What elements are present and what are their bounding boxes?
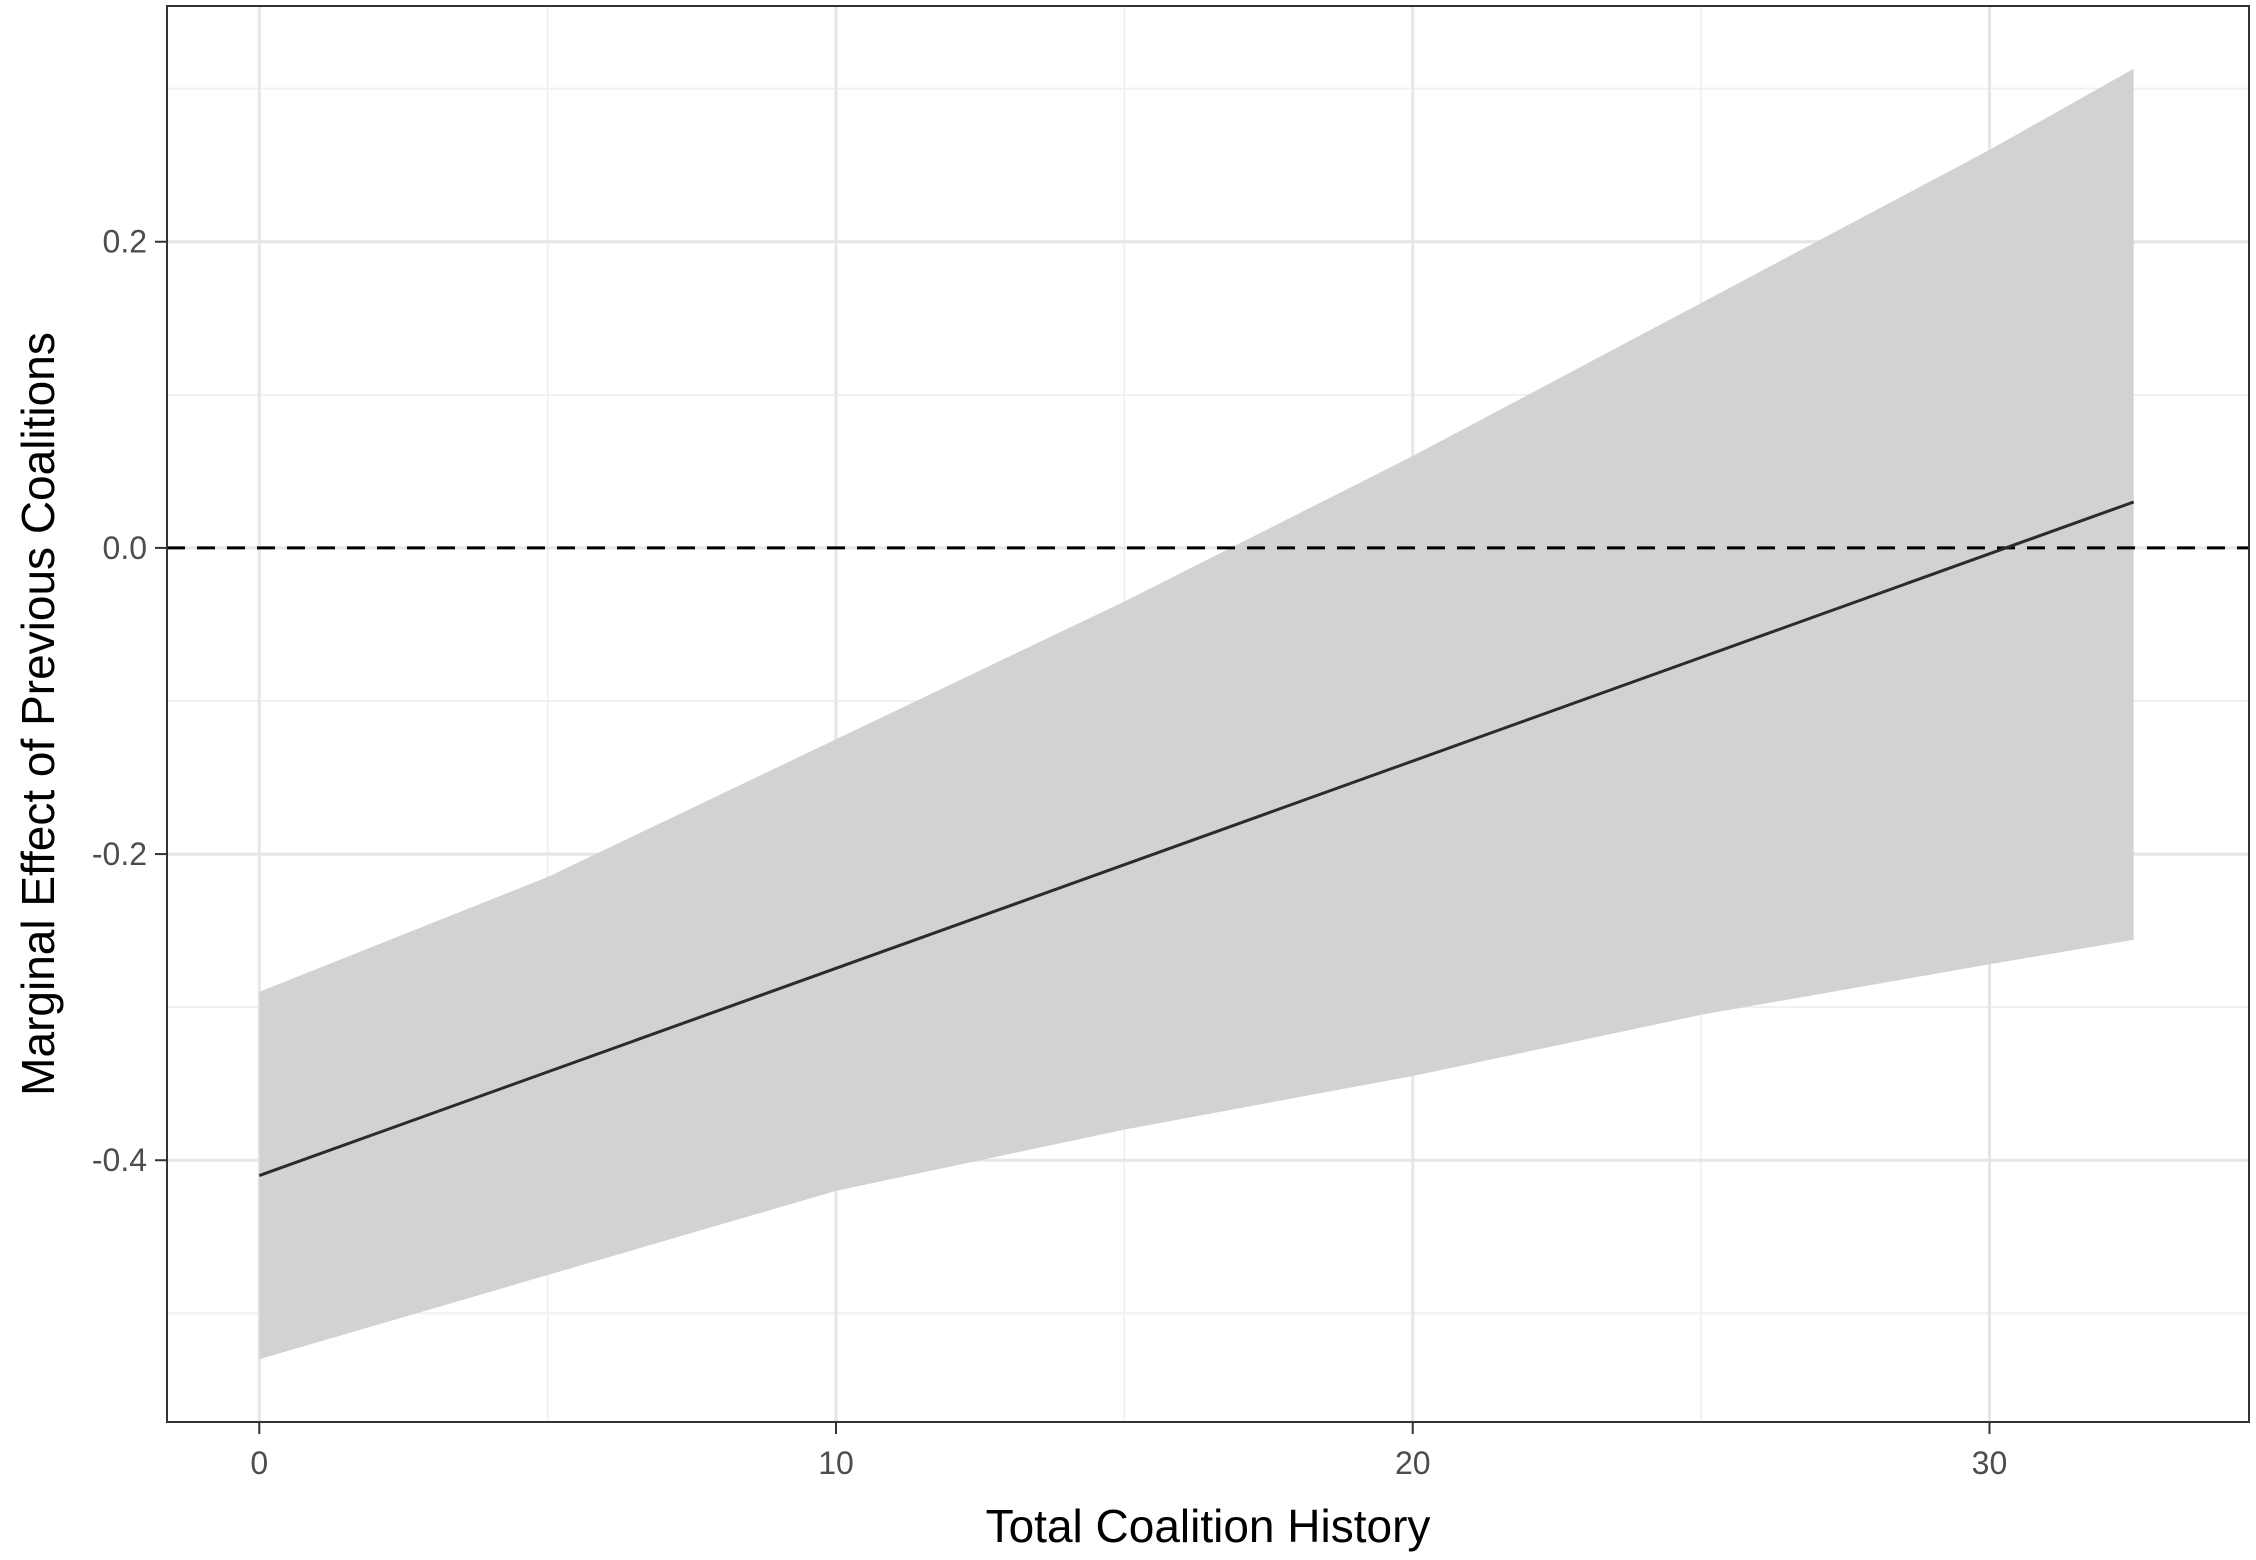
y-tick-label: -0.4	[92, 1142, 147, 1178]
x-tick-label: 20	[1395, 1445, 1431, 1481]
x-axis-ticks: 0 10 20 30	[250, 1422, 2007, 1481]
y-axis-ticks: -0.4 -0.2 0.0 0.2	[92, 224, 167, 1178]
y-axis-label: Marginal Effect of Previous Coalitions	[12, 332, 64, 1096]
y-tick-label: 0.2	[103, 224, 147, 260]
x-tick-label: 30	[1972, 1445, 2008, 1481]
x-axis-label: Total Coalition History	[986, 1500, 1431, 1552]
x-tick-label: 10	[818, 1445, 854, 1481]
y-tick-label: -0.2	[92, 836, 147, 872]
panel-border	[166, 5, 2250, 1423]
x-tick-label: 0	[250, 1445, 268, 1481]
series-line	[258, 500, 2135, 1177]
y-tick-label: 0.0	[103, 530, 147, 566]
confidence-band	[259, 68, 2134, 1360]
series-lines	[258, 500, 2135, 1177]
